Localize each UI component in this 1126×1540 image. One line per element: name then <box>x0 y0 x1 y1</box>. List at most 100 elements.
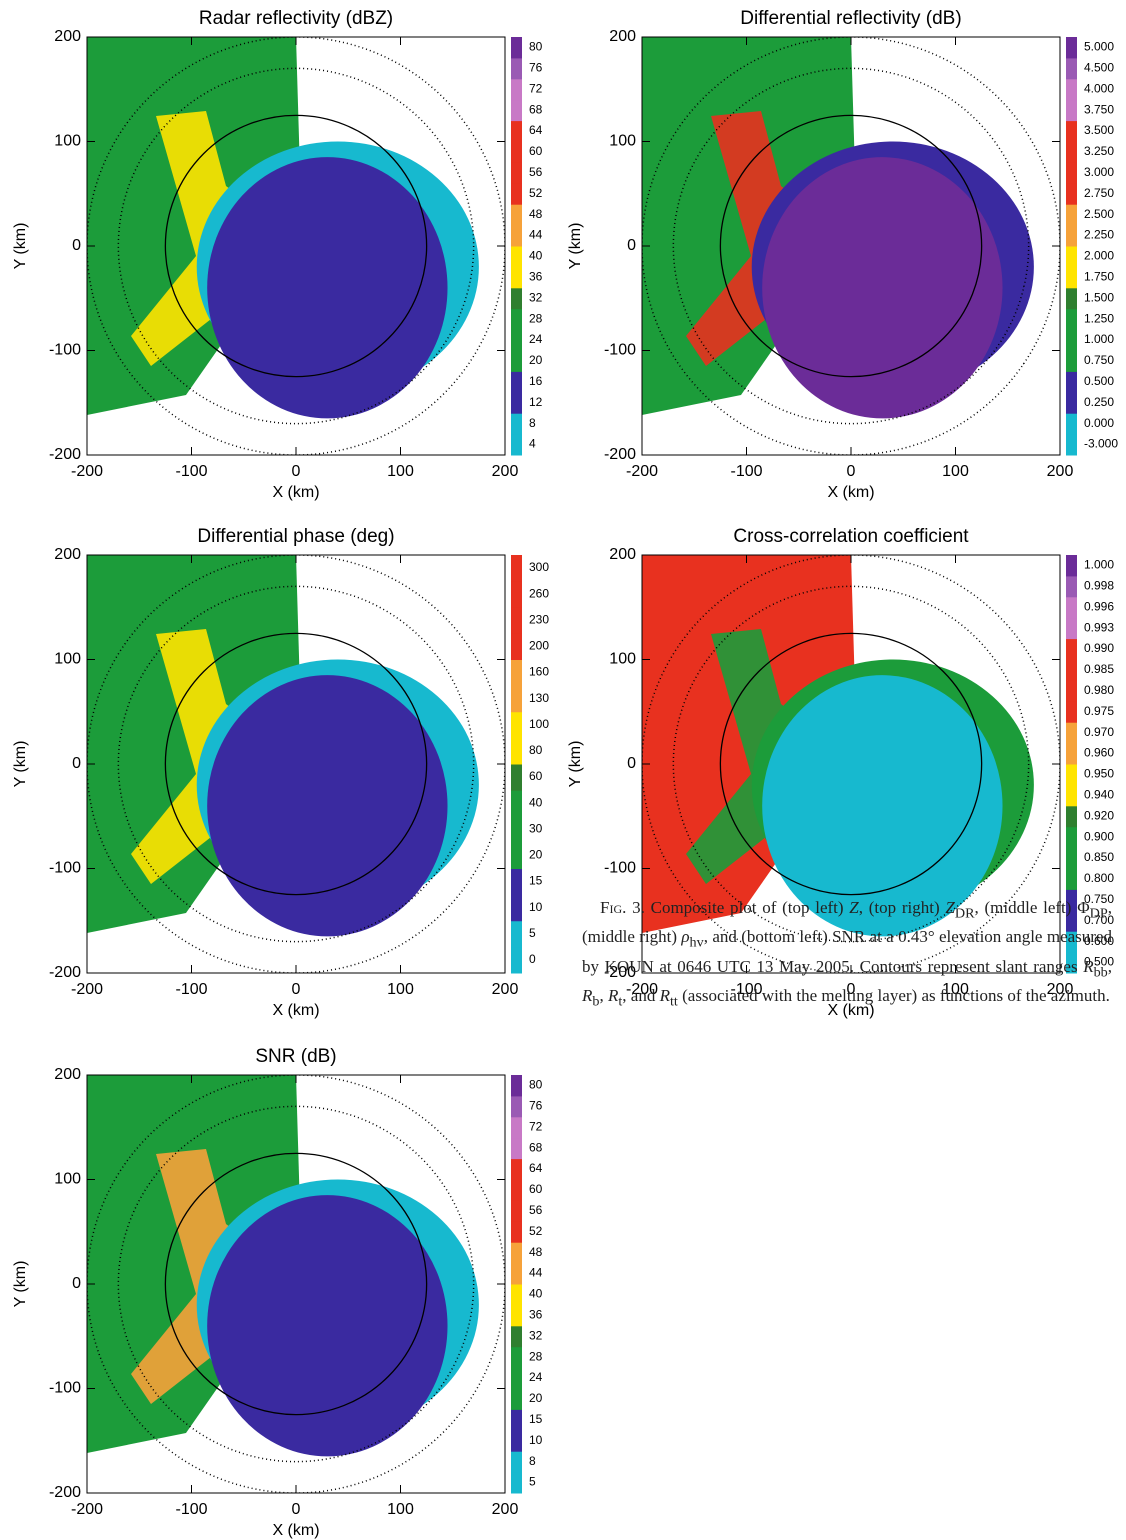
y-tick-label: 0 <box>627 755 636 772</box>
x-tick-label: 100 <box>387 1501 414 1518</box>
colorbar-segment <box>1066 701 1077 723</box>
caption-text: , and <box>622 986 660 1006</box>
colorbar-segment <box>511 225 522 247</box>
colorbar-segment <box>511 1409 522 1431</box>
colorbar-label: 1.000 <box>1084 332 1114 346</box>
colorbar-segment <box>511 371 522 393</box>
colorbar-segment <box>1066 287 1077 310</box>
colorbar-segment <box>1066 350 1077 372</box>
colorbar-label: 40 <box>529 1287 543 1301</box>
colorbar-segment <box>1066 596 1077 619</box>
echo-region <box>207 1195 448 1457</box>
colorbar-segment <box>1066 120 1077 142</box>
x-axis-label: X (km) <box>827 484 874 501</box>
colorbar-segment <box>1066 329 1077 351</box>
x-tick-label: -100 <box>175 463 207 480</box>
colorbar-label: 4.500 <box>1084 61 1114 75</box>
colorbar-segment <box>1066 371 1077 393</box>
colorbar-label: 28 <box>529 1349 543 1363</box>
colorbar-segment <box>1066 575 1077 598</box>
colorbar-label: 2.750 <box>1084 186 1114 200</box>
colorbar-segment <box>1066 680 1077 702</box>
plot-area <box>87 555 505 973</box>
colorbar-label: 20 <box>529 1391 543 1405</box>
colorbar-label: 40 <box>529 249 543 263</box>
colorbar-label: 32 <box>529 1328 543 1342</box>
x-tick-label: 0 <box>292 1501 301 1518</box>
colorbar-label: 0.998 <box>1084 579 1114 593</box>
y-tick-label: -200 <box>49 964 81 981</box>
colorbar-label: 80 <box>529 743 543 757</box>
colorbar-segment <box>511 1116 522 1139</box>
y-axis-label: Y (km) <box>567 223 584 270</box>
range-contour <box>672 67 1030 425</box>
y-axis-label: Y (km) <box>12 223 29 270</box>
range-contour <box>117 1105 475 1463</box>
x-tick-label: 0 <box>292 981 301 998</box>
colorbar-segment <box>1066 183 1077 205</box>
colorbar-label: 30 <box>529 821 543 835</box>
x-tick-label: 200 <box>492 1501 519 1518</box>
colorbar-segment <box>511 1075 522 1097</box>
colorbar-segment <box>1066 225 1077 247</box>
colorbar-segment <box>511 816 522 843</box>
colorbar-label: 0.920 <box>1084 808 1114 822</box>
colorbar-label: -3.000 <box>1084 437 1118 451</box>
x-tick-label: 0 <box>292 463 301 480</box>
colorbar-segment <box>511 1137 522 1160</box>
colorbar-segment <box>1066 847 1077 869</box>
colorbar-label: 5.000 <box>1084 40 1114 54</box>
colorbar-label: 10 <box>529 900 543 914</box>
colorbar-segment <box>511 78 522 101</box>
caption-symbol: Z <box>849 898 859 917</box>
x-tick-label: 100 <box>942 981 969 998</box>
colorbar-label: 80 <box>529 40 543 54</box>
colorbar-segment <box>511 633 522 660</box>
caption-text: Composite plot of (top left) <box>644 898 850 917</box>
caption-subscript: hv <box>689 934 704 951</box>
y-tick-label: 200 <box>54 1066 81 1083</box>
colorbar-label: 20 <box>529 353 543 367</box>
colorbar-label: 52 <box>529 186 543 200</box>
caption-symbol: ρ <box>681 927 690 947</box>
y-tick-label: 200 <box>54 546 81 563</box>
chart-title: Differential phase (deg) <box>197 526 394 547</box>
colorbar-segment <box>511 162 522 184</box>
colorbar-label: 16 <box>529 374 543 388</box>
caption: Fig. 3. Composite plot of (top left) Z , … <box>582 896 1112 1014</box>
colorbar-segment <box>511 266 522 289</box>
y-tick-label: 200 <box>609 28 636 45</box>
colorbar-label: 68 <box>529 102 543 116</box>
colorbar-label: 2.000 <box>1084 249 1114 263</box>
colorbar-label: 0.000 <box>1084 416 1114 430</box>
colorbar-segment <box>1066 434 1077 456</box>
colorbar-segment <box>1066 805 1077 828</box>
colorbar-segment <box>511 842 522 869</box>
x-tick-label: -200 <box>71 981 103 998</box>
caption-subscript: DR <box>954 905 975 922</box>
chart-title: Differential reflectivity (dB) <box>740 8 961 29</box>
x-axis-label: X (km) <box>272 484 319 501</box>
colorbar-segment <box>511 1200 522 1222</box>
caption-label: Fig. 3. <box>600 898 645 917</box>
colorbar-label: 0.970 <box>1084 725 1114 739</box>
colorbar-label: 0.750 <box>1084 892 1114 906</box>
chart-title: Cross-correlation coefficient <box>733 526 969 547</box>
x-tick-label: -100 <box>730 463 762 480</box>
colorbar-segment <box>511 1242 522 1264</box>
caption-subscript: t <box>618 993 623 1010</box>
colorbar-label: 230 <box>529 612 549 626</box>
y-tick-label: 0 <box>72 237 81 254</box>
colorbar-label: 1.000 <box>1084 558 1114 572</box>
colorbar-label: 20 <box>529 848 543 862</box>
colorbar-label: 4 <box>529 437 536 451</box>
colorbar-label: 3.750 <box>1084 102 1114 116</box>
colorbar-label: 64 <box>529 1161 543 1175</box>
colorbar-segment <box>511 1304 522 1327</box>
colorbar-label: 160 <box>529 665 549 679</box>
colorbar-label: 3.000 <box>1084 165 1114 179</box>
colorbar-segment <box>1066 266 1077 289</box>
colorbar-segment <box>1066 37 1077 59</box>
colorbar-label: 12 <box>529 395 543 409</box>
y-tick-label: 0 <box>72 755 81 772</box>
